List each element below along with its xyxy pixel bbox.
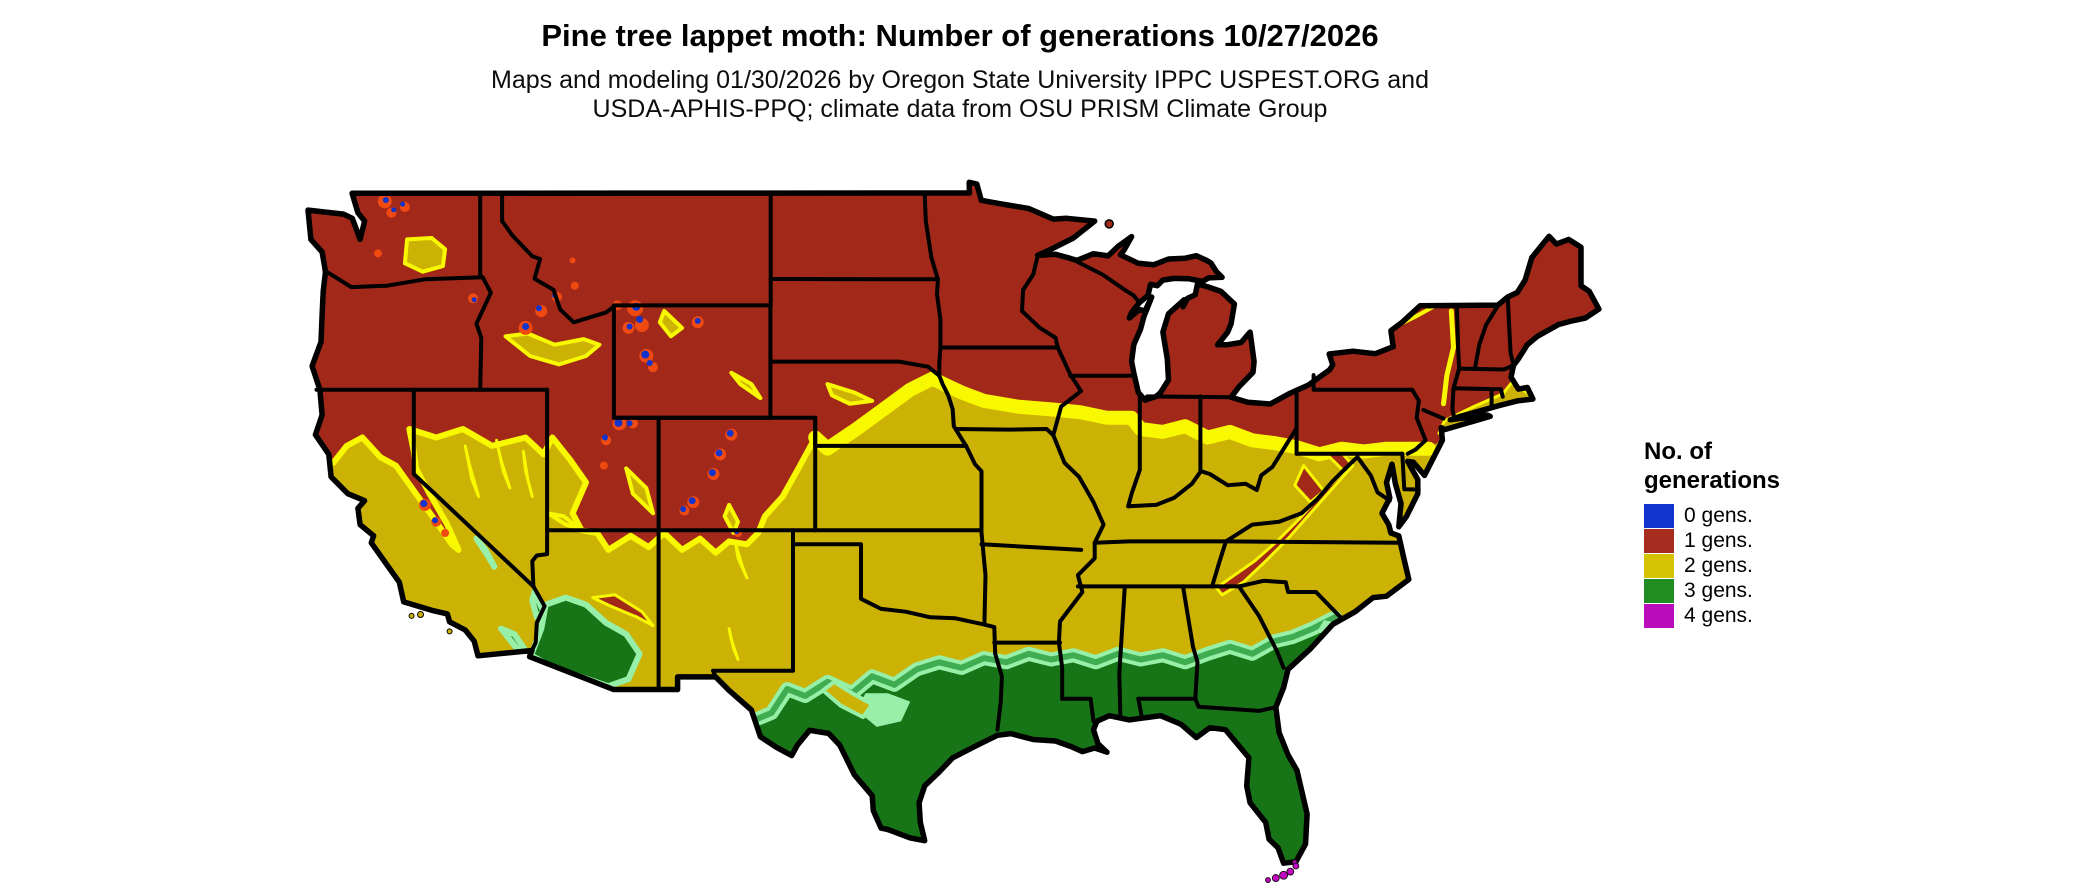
isle-royale	[1104, 219, 1114, 229]
legend-title: No. of generations	[1644, 437, 1874, 495]
channel-island	[446, 628, 453, 635]
legend-items: 0 gens. 1 gens. 2 gens. 3 gens. 4 gens.	[1644, 503, 1874, 628]
subtitle: Maps and modeling 01/30/2026 by Oregon S…	[0, 66, 1920, 124]
legend-label-1-gens: 1 gens.	[1684, 528, 1753, 552]
legend-item-3-gens: 3 gens.	[1644, 578, 1874, 603]
map-national-outline	[305, 179, 1602, 866]
subtitle-line-1: Maps and modeling 01/30/2026 by Oregon S…	[491, 66, 1429, 94]
legend-swatch-2-gens	[1644, 553, 1674, 578]
legend-item-0-gens: 0 gens.	[1644, 503, 1874, 528]
map-state-borders	[314, 191, 1516, 732]
legend-label-3-gens: 3 gens.	[1684, 578, 1753, 602]
map-florida-keys	[1265, 859, 1300, 883]
legend-item-1-gens: 1 gens.	[1644, 528, 1874, 553]
legend-swatch-4-gens	[1644, 603, 1674, 628]
legend: No. of generations 0 gens. 1 gens. 2 gen…	[1644, 437, 1874, 628]
channel-island	[408, 612, 415, 619]
legend-label-0-gens: 0 gens.	[1684, 503, 1753, 527]
title-block: Pine tree lappet moth: Number of generat…	[0, 0, 1920, 124]
legend-item-2-gens: 2 gens.	[1644, 553, 1874, 578]
legend-swatch-3-gens	[1644, 578, 1674, 603]
legend-item-4-gens: 4 gens.	[1644, 603, 1874, 628]
legend-title-line-1: No. of	[1644, 438, 1712, 465]
page-title: Pine tree lappet moth: Number of generat…	[541, 18, 1379, 53]
channel-island	[417, 611, 425, 618]
legend-swatch-1-gens	[1644, 528, 1674, 553]
subtitle-line-2: USDA-APHIS-PPQ; climate data from OSU PR…	[592, 95, 1328, 123]
legend-label-2-gens: 2 gens.	[1684, 553, 1753, 577]
legend-label-4-gens: 4 gens.	[1684, 603, 1753, 627]
legend-swatch-0-gens	[1644, 503, 1674, 528]
legend-title-line-2: generations	[1644, 467, 1781, 494]
